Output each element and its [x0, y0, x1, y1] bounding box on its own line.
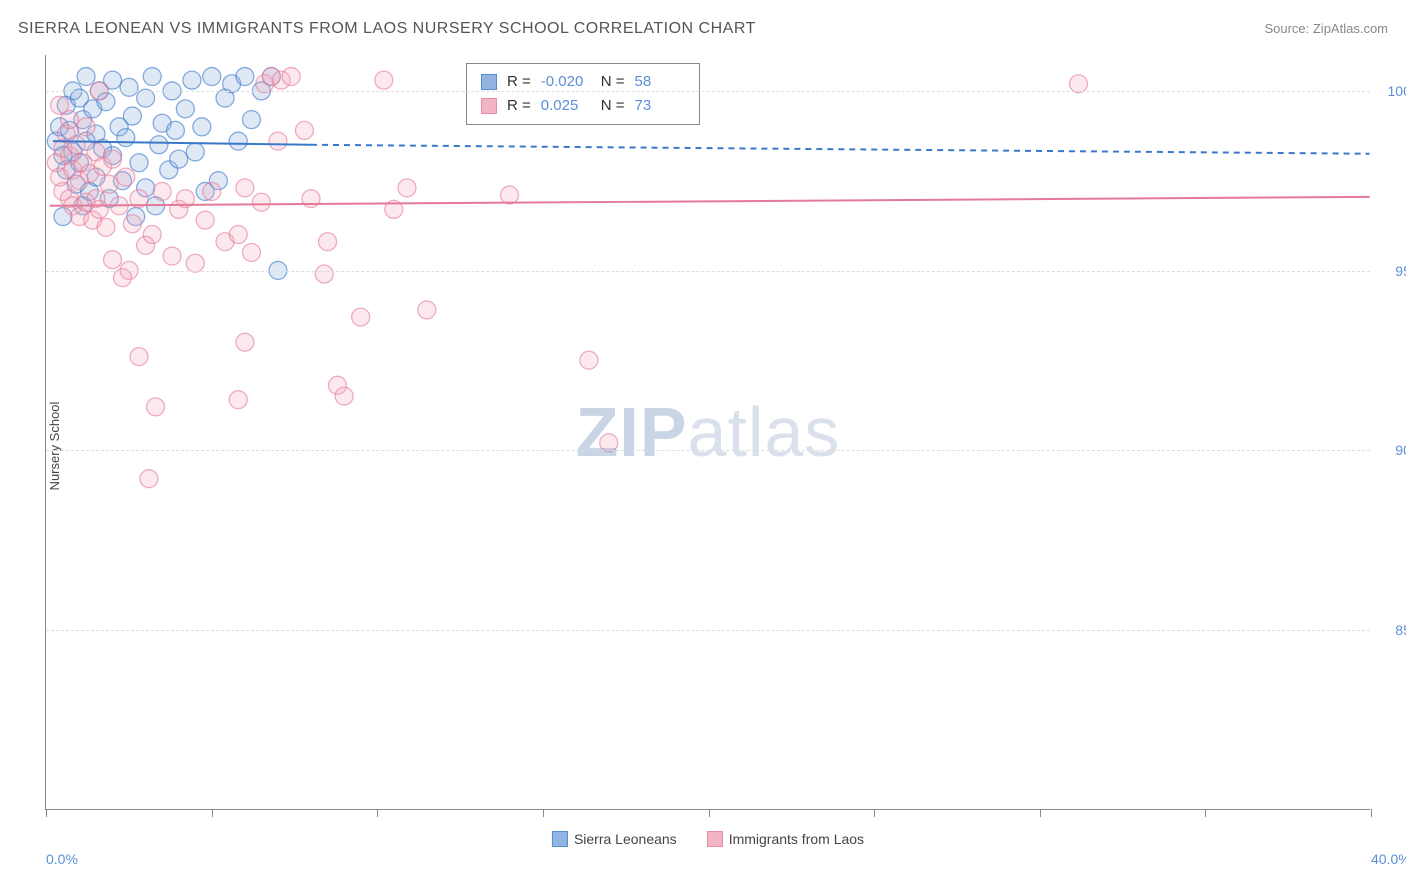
- scatter-point-pink: [90, 200, 108, 218]
- xtick: [377, 809, 378, 817]
- scatter-point-blue: [203, 68, 221, 86]
- stats-swatch-pink: [481, 98, 497, 114]
- ytick-label: 85.0%: [1395, 622, 1406, 638]
- scatter-point-pink: [77, 118, 95, 136]
- legend-swatch-pink: [707, 831, 723, 847]
- ytick-label: 100.0%: [1388, 83, 1406, 99]
- scatter-point-blue: [130, 154, 148, 172]
- gridline-h: [46, 91, 1370, 92]
- scatter-point-pink: [140, 470, 158, 488]
- scatter-point-blue: [242, 111, 260, 129]
- scatter-point-pink: [580, 351, 598, 369]
- legend-swatch-blue: [552, 831, 568, 847]
- scatter-point-blue: [117, 129, 135, 147]
- scatter-point-pink: [186, 254, 204, 272]
- stats-R-pink: 0.025: [541, 94, 591, 118]
- chart-header: SIERRA LEONEAN VS IMMIGRANTS FROM LAOS N…: [18, 20, 1388, 38]
- scatter-point-pink: [282, 68, 300, 86]
- scatter-point-pink: [418, 301, 436, 319]
- scatter-point-pink: [319, 233, 337, 251]
- scatter-point-pink: [375, 71, 393, 89]
- legend-label-blue: Sierra Leoneans: [574, 831, 677, 847]
- scatter-point-blue: [170, 150, 188, 168]
- scatter-point-pink: [203, 182, 221, 200]
- scatter-point-pink: [229, 391, 247, 409]
- scatter-point-pink: [153, 182, 171, 200]
- chart-source: Source: ZipAtlas.com: [1264, 21, 1388, 36]
- scatter-point-pink: [229, 226, 247, 244]
- scatter-point-pink: [130, 348, 148, 366]
- scatter-point-blue: [77, 68, 95, 86]
- scatter-point-pink: [196, 211, 214, 229]
- scatter-point-pink: [61, 111, 79, 129]
- scatter-point-blue: [123, 107, 141, 125]
- stats-N-label-2: N =: [601, 94, 625, 118]
- scatter-point-pink: [352, 308, 370, 326]
- chart-svg: [46, 55, 1370, 809]
- scatter-point-pink: [104, 251, 122, 269]
- scatter-point-pink: [600, 434, 618, 452]
- scatter-point-blue: [120, 78, 138, 96]
- scatter-point-pink: [67, 136, 85, 154]
- scatter-point-pink: [501, 186, 519, 204]
- scatter-point-pink: [335, 387, 353, 405]
- scatter-point-pink: [242, 243, 260, 261]
- gridline-h: [46, 271, 1370, 272]
- scatter-point-blue: [186, 143, 204, 161]
- scatter-point-pink: [295, 121, 313, 139]
- scatter-point-pink: [97, 218, 115, 236]
- legend-item-blue: Sierra Leoneans: [552, 831, 677, 847]
- ytick-label: 90.0%: [1395, 442, 1406, 458]
- scatter-point-pink: [236, 333, 254, 351]
- xtick: [1040, 809, 1041, 817]
- trendline-dashed-blue: [311, 145, 1370, 154]
- scatter-point-pink: [315, 265, 333, 283]
- gridline-h: [46, 630, 1370, 631]
- xtick: [874, 809, 875, 817]
- legend-bottom: Sierra Leoneans Immigrants from Laos: [552, 831, 864, 847]
- scatter-point-blue: [143, 68, 161, 86]
- scatter-point-blue: [183, 71, 201, 89]
- stats-N-pink: 73: [635, 94, 685, 118]
- scatter-point-pink: [143, 226, 161, 244]
- scatter-point-blue: [176, 100, 194, 118]
- xtick: [212, 809, 213, 817]
- scatter-point-pink: [117, 168, 135, 186]
- scatter-point-blue: [229, 132, 247, 150]
- scatter-point-pink: [104, 150, 122, 168]
- stats-row-pink: R = 0.025 N = 73: [481, 94, 685, 118]
- scatter-point-pink: [100, 175, 118, 193]
- scatter-point-blue: [236, 68, 254, 86]
- stats-swatch-blue: [481, 74, 497, 90]
- scatter-point-pink: [147, 398, 165, 416]
- trendline-pink: [50, 197, 1370, 206]
- stats-R-label-2: R =: [507, 94, 531, 118]
- scatter-point-pink: [163, 247, 181, 265]
- xtick-label: 40.0%: [1371, 851, 1400, 867]
- scatter-point-pink: [236, 179, 254, 197]
- scatter-point-pink: [398, 179, 416, 197]
- xtick: [543, 809, 544, 817]
- chart-title: SIERRA LEONEAN VS IMMIGRANTS FROM LAOS N…: [18, 20, 756, 38]
- scatter-point-blue: [166, 121, 184, 139]
- stats-legend-box: R = -0.020 N = 58 R = 0.025 N = 73: [466, 63, 700, 125]
- legend-label-pink: Immigrants from Laos: [729, 831, 864, 847]
- xtick: [1205, 809, 1206, 817]
- xtick: [709, 809, 710, 817]
- scatter-point-blue: [193, 118, 211, 136]
- scatter-point-pink: [123, 215, 141, 233]
- chart-plot-area: ZIPatlas R = -0.020 N = 58 R = 0.025 N =…: [45, 55, 1370, 810]
- ytick-label: 95.0%: [1395, 263, 1406, 279]
- scatter-point-pink: [269, 132, 287, 150]
- xtick: [46, 809, 47, 817]
- scatter-point-blue: [150, 136, 168, 154]
- gridline-h: [46, 450, 1370, 451]
- legend-item-pink: Immigrants from Laos: [707, 831, 864, 847]
- scatter-point-pink: [252, 193, 270, 211]
- xtick-label: 0.0%: [46, 851, 78, 867]
- xtick: [1371, 809, 1372, 817]
